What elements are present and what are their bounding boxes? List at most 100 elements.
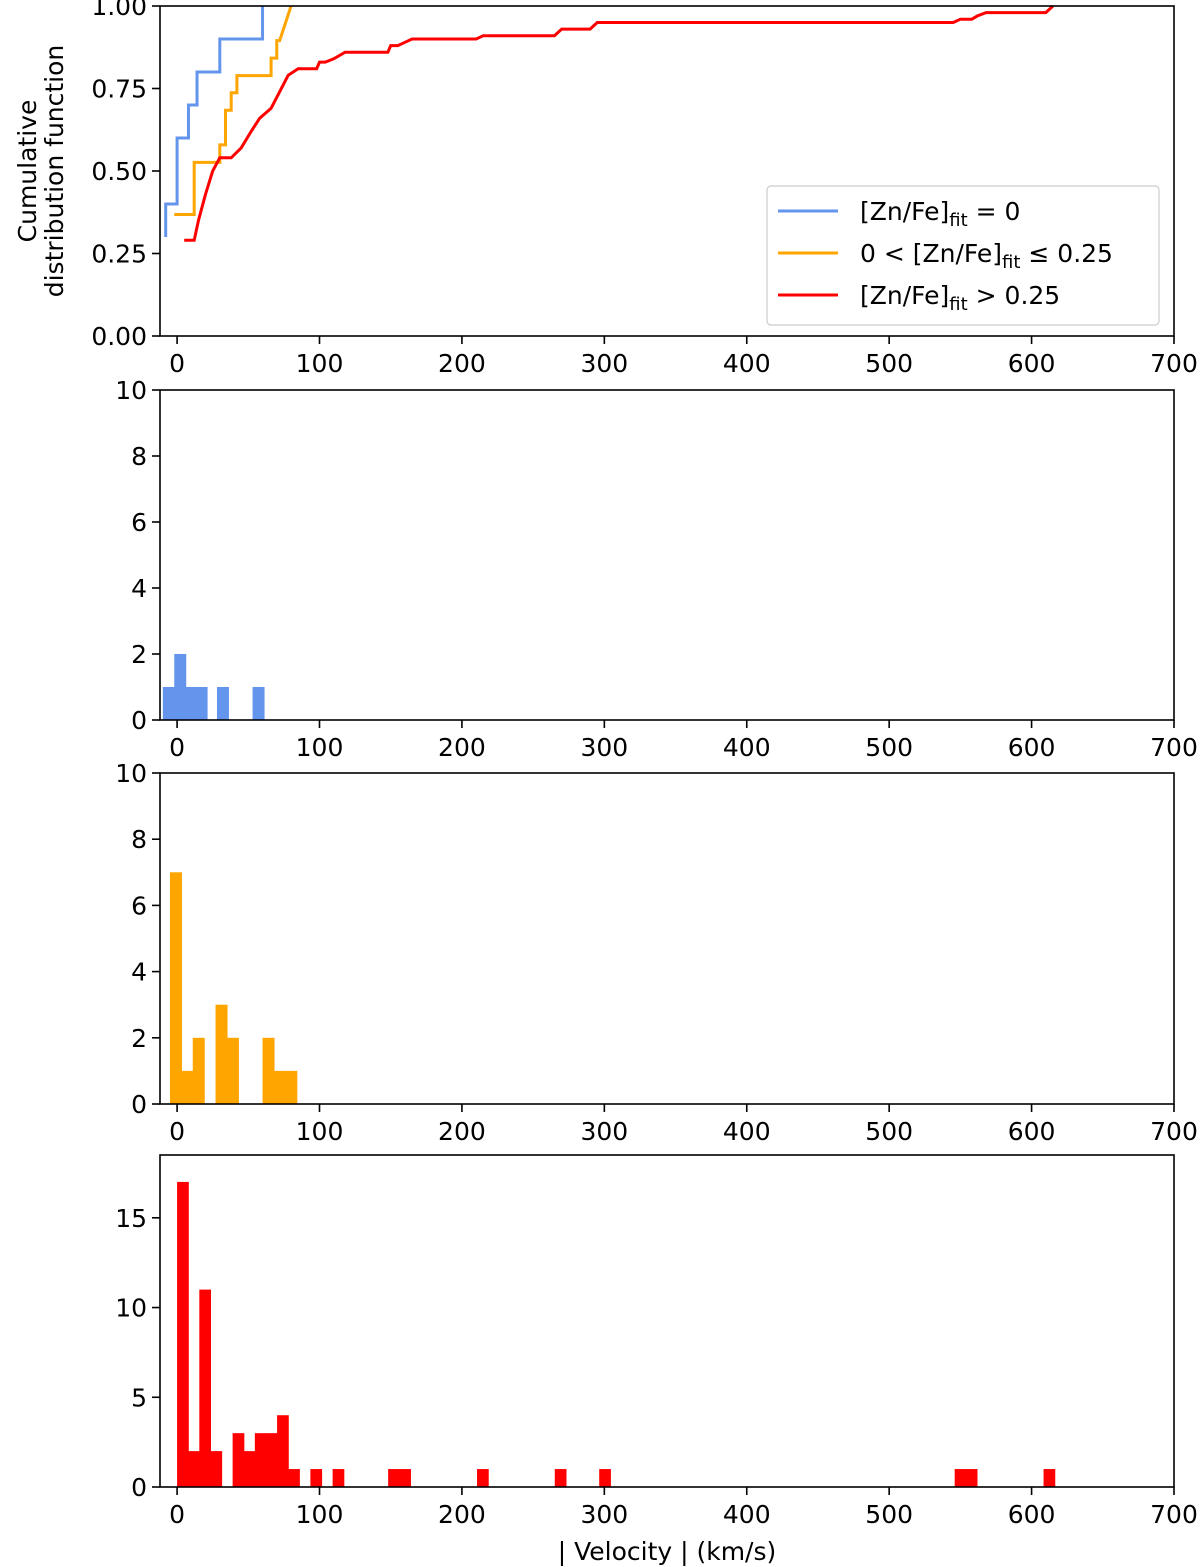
legend-label: [Zn/Fe]fit > 0.25: [860, 281, 1060, 315]
histogram-bar-6: [254, 1433, 267, 1487]
x-tick-label: 500: [865, 733, 913, 762]
plot-area: [177, 1181, 1056, 1487]
x-tick-label: 700: [1150, 733, 1198, 762]
legend: [Zn/Fe]fit = 0 0 < [Zn/Fe]fit ≤ 0.25 [Zn/F…: [766, 185, 1160, 326]
x-tick-label: 500: [865, 1500, 913, 1529]
histogram-bar-2: [199, 1289, 212, 1487]
y-tick-label: 10: [115, 759, 147, 788]
x-tick-label: 100: [296, 1500, 344, 1529]
panel-cdf: 0 100 200 300 400 500 600 700 0.00 0.25 0.50 0.75 1.…: [13, 0, 1198, 378]
y-tick-label: 5: [131, 1383, 147, 1412]
x-tick-label: 400: [723, 1117, 771, 1146]
histogram-bar-13: [399, 1469, 411, 1487]
histogram-bar-2: [192, 1037, 205, 1104]
x-tick-label: 0: [169, 1117, 185, 1146]
x-tick-label: 700: [1150, 349, 1198, 378]
y-tick-label: 2: [131, 1024, 147, 1053]
x-tick-label: 300: [580, 349, 628, 378]
histogram-bar-4: [232, 1433, 245, 1487]
histogram-bar-16: [599, 1469, 611, 1487]
y-tick-label: 0: [131, 1090, 147, 1119]
x-tick-label: 200: [438, 1117, 486, 1146]
plot-area: [169, 872, 298, 1104]
panel-hist-orange: 0 100 200 300 400 500 600 700 0 2 4 6 8 10: [115, 759, 1198, 1146]
y-tick-label: 6: [131, 891, 147, 920]
histogram-bar-7: [285, 1070, 298, 1104]
y-tick-label: 10: [115, 376, 147, 405]
histogram-bar-14: [477, 1469, 489, 1487]
histogram-bar-15: [554, 1469, 567, 1487]
x-tick-label: 200: [438, 1500, 486, 1529]
histogram-bar-10: [310, 1469, 323, 1487]
histogram-bar-17: [954, 1469, 967, 1487]
cdf-line-0: [164, 6, 265, 237]
y-tick-label: 0.00: [91, 322, 147, 351]
x-tick-label: 0: [169, 1500, 185, 1529]
histogram-bar-3: [195, 687, 208, 720]
histogram-bar-18: [965, 1469, 978, 1487]
histogram-bar-3: [215, 1004, 228, 1104]
y-tick-label: 0.75: [91, 75, 147, 104]
histogram-bar-5: [243, 1451, 256, 1487]
cdf-line-2: [184, 4, 1054, 242]
y-tick-label: 15: [115, 1204, 147, 1233]
histogram-bar-3: [210, 1451, 223, 1487]
x-tick-label: 600: [1008, 733, 1056, 762]
y-tick-label: 4: [131, 958, 147, 987]
x-tick-label: 0: [169, 349, 185, 378]
legend-label: [Zn/Fe]fit = 0: [860, 197, 1020, 231]
y-tick-label: 4: [131, 574, 147, 603]
axes-frame: [159, 389, 1175, 721]
y-tick-label: 10: [115, 1294, 147, 1323]
x-tick-label: 600: [1008, 1117, 1056, 1146]
x-tick-label: 300: [580, 1500, 628, 1529]
histogram-bar-11: [332, 1469, 345, 1487]
y-axis-label: distribution function: [40, 45, 69, 298]
histogram-bar-1: [174, 654, 187, 720]
x-tick-label: 100: [296, 349, 344, 378]
histogram-bar-2: [185, 687, 198, 720]
x-tick-label: 200: [438, 349, 486, 378]
x-tick-label: 400: [723, 349, 771, 378]
histogram-bar-5: [252, 687, 265, 720]
x-tick-label: 100: [296, 733, 344, 762]
axes-frame: [159, 1154, 1175, 1488]
x-tick-label: 0: [169, 733, 185, 762]
x-tick-label: 200: [438, 733, 486, 762]
plot-area: [164, 4, 1054, 242]
x-axis-label: | Velocity | (km/s): [558, 1537, 777, 1566]
histogram-bar-8: [277, 1415, 289, 1487]
histogram-bar-12: [388, 1469, 400, 1487]
histogram-bar-0: [162, 687, 175, 720]
y-tick-label: 0: [131, 1473, 147, 1502]
y-axis-label: Cumulative: [13, 100, 42, 243]
x-tick-label: 700: [1150, 1500, 1198, 1529]
y-tick-label: 6: [131, 508, 147, 537]
histogram-bar-5: [262, 1037, 275, 1104]
histogram-bar-6: [273, 1070, 286, 1104]
histogram-bar-0: [177, 1181, 189, 1487]
x-tick-label: 400: [723, 733, 771, 762]
x-tick-label: 600: [1008, 1500, 1056, 1529]
x-tick-label: 300: [580, 1117, 628, 1146]
panel-hist-red: 0 100 200 300 400 500 600 700 0 5 10 15 | Velocity |…: [115, 1154, 1198, 1566]
y-tick-label: 1.00: [91, 0, 147, 21]
x-tick-label: 700: [1150, 1117, 1198, 1146]
legend-label: 0 < [Zn/Fe]fit ≤ 0.25: [860, 239, 1113, 273]
y-tick-label: 0.50: [91, 157, 147, 186]
x-tick-label: 500: [865, 1117, 913, 1146]
histogram-bar-1: [181, 1070, 194, 1104]
y-tick-label: 0.25: [91, 240, 147, 269]
histogram-bar-9: [288, 1469, 300, 1487]
histogram-bar-7: [265, 1433, 278, 1487]
histogram-bar-1: [188, 1451, 200, 1487]
cdf-line-1: [174, 5, 293, 217]
histogram-bar-19: [1043, 1469, 1056, 1487]
x-tick-label: 500: [865, 349, 913, 378]
y-tick-label: 8: [131, 442, 147, 471]
x-tick-label: 300: [580, 733, 628, 762]
axes-frame: [159, 772, 1175, 1105]
histogram-bar-0: [169, 872, 182, 1104]
x-tick-label: 400: [723, 1500, 771, 1529]
